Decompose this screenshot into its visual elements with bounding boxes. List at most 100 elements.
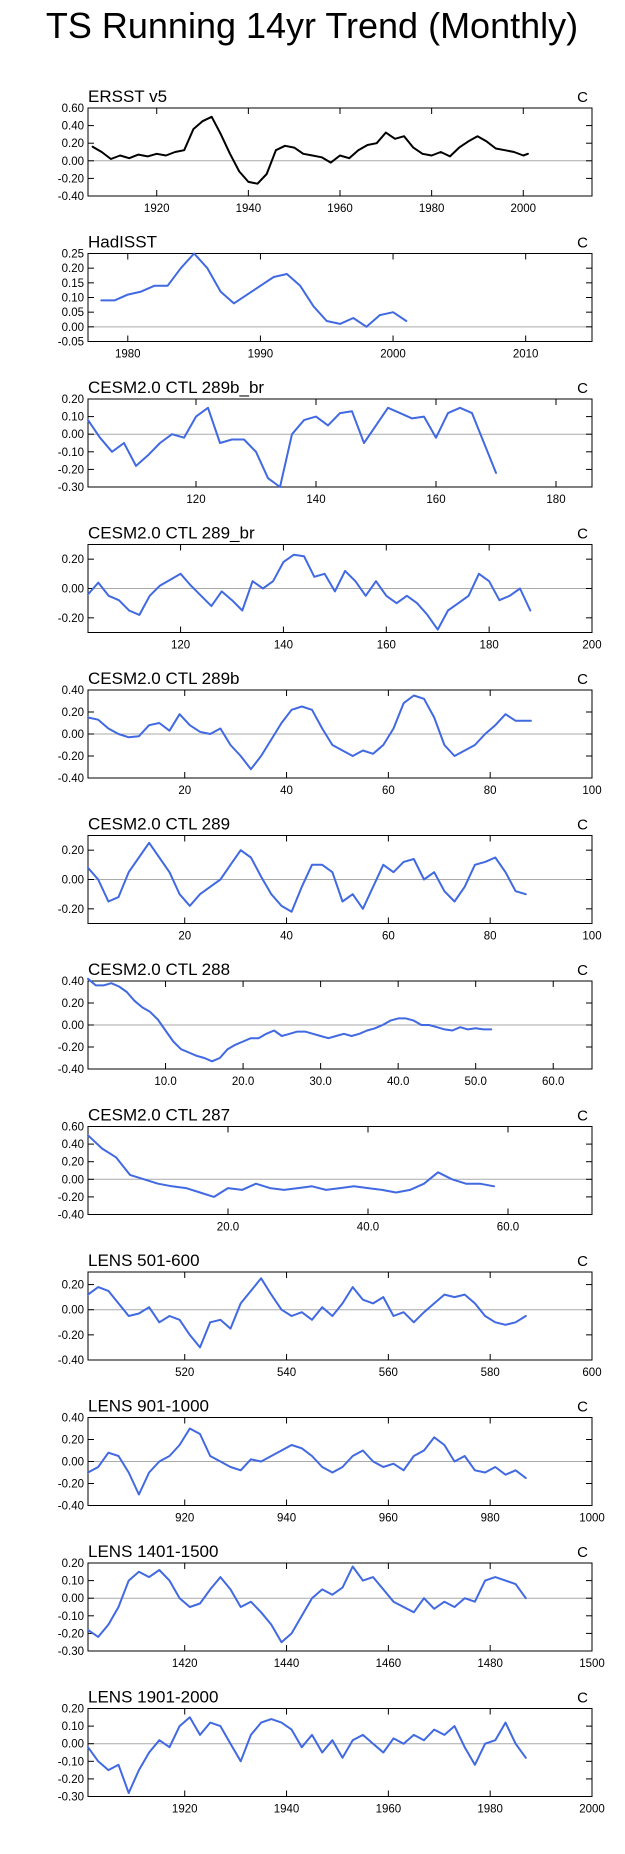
y-tick-label: -0.40	[58, 191, 84, 203]
y-tick-label: -0.40	[58, 1064, 84, 1076]
x-tick-label: 1940	[236, 203, 262, 215]
y-tick-label: 0.20	[62, 1280, 84, 1292]
x-tick-label: 540	[277, 1367, 296, 1379]
x-tick-label: 100	[582, 931, 601, 943]
series-line	[87, 694, 532, 771]
y-tick-label: 0.00	[62, 1174, 84, 1186]
x-tick-label: 30.0	[309, 1076, 331, 1088]
y-tick-label: -0.40	[58, 1210, 84, 1222]
y-tick-label: 0.20	[62, 707, 84, 719]
plot-frame	[87, 1126, 593, 1215]
y-tick-label: 0.10	[62, 1576, 84, 1588]
panel-title: LENS 1901-2000	[88, 1688, 218, 1707]
y-tick-label: -0.10	[58, 1756, 84, 1768]
x-tick-label: 40.0	[387, 1076, 409, 1088]
chart-panel: LENS 1901-2000 C -0.30 -0.20 -0.10 0.00 0.10 0.…	[58, 1688, 605, 1816]
y-tick-label: 0.00	[62, 875, 84, 887]
y-tick-label: -0.10	[58, 1611, 84, 1623]
y-tick-label: -0.20	[58, 1628, 84, 1640]
x-tick-label: 2000	[380, 349, 406, 361]
chart-panel: LENS 1401-1500 C -0.30 -0.20 -0.10 0.00 0.10 0.…	[58, 1542, 605, 1670]
x-tick-label: 960	[379, 1513, 398, 1525]
y-tick-label: 0.00	[62, 1020, 84, 1032]
x-tick-label: 60	[382, 931, 395, 943]
y-tick-label: 0.20	[62, 394, 84, 406]
y-tick-label: -0.20	[58, 173, 84, 185]
x-tick-label: 1480	[477, 1658, 503, 1670]
panel-title: LENS 901-1000	[88, 1397, 209, 1416]
series-line	[87, 841, 527, 913]
y-tick-label: 0.40	[62, 976, 84, 988]
x-tick-label: 520	[175, 1367, 194, 1379]
units-label: C	[577, 817, 588, 834]
x-tick-label: 20	[178, 931, 191, 943]
y-tick-label: 0.20	[62, 1157, 84, 1169]
x-tick-label: 1990	[248, 349, 274, 361]
series-line	[87, 1716, 527, 1794]
units-label: C	[577, 1544, 588, 1561]
series-line	[87, 1134, 495, 1198]
units-label: C	[577, 1399, 588, 1416]
panel-title: CESM2.0 CTL 288	[88, 960, 230, 979]
x-tick-label: 120	[171, 640, 190, 652]
y-tick-label: 0.00	[62, 429, 84, 441]
x-tick-label: 200	[582, 640, 601, 652]
y-tick-label: 0.00	[62, 1739, 84, 1751]
panel-title: CESM2.0 CTL 287	[88, 1106, 230, 1125]
panel-title: CESM2.0 CTL 289_br	[88, 524, 255, 543]
chart-panel: CESM2.0 CTL 289_br C -0.20 0.00 0.20 120 140 16…	[58, 524, 602, 652]
x-tick-label: 100	[582, 785, 601, 797]
x-tick-label: 2010	[513, 349, 539, 361]
y-tick-label: 0.40	[62, 685, 84, 697]
x-tick-label: 1440	[274, 1658, 300, 1670]
chart-panel: ERSST v5 C -0.40 -0.20 0.00 0.20 0.40 0.60 1920 1…	[58, 87, 593, 215]
x-tick-label: 140	[274, 640, 293, 652]
x-tick-label: 1420	[172, 1658, 198, 1670]
y-tick-label: 0.20	[62, 845, 84, 857]
panel-title: HadISST	[88, 233, 157, 252]
x-tick-label: 10.0	[154, 1076, 176, 1088]
y-tick-label: 0.00	[62, 584, 84, 596]
y-tick-label: 0.10	[62, 293, 84, 305]
x-tick-label: 580	[481, 1367, 500, 1379]
panel-title: ERSST v5	[88, 87, 167, 106]
units-label: C	[577, 380, 588, 397]
x-tick-label: 80	[484, 785, 497, 797]
x-tick-label: 2000	[579, 1804, 605, 1816]
x-tick-label: 1920	[144, 203, 170, 215]
panel-title: LENS 1401-1500	[88, 1542, 218, 1561]
x-tick-label: 1960	[327, 203, 353, 215]
x-tick-label: 2000	[510, 203, 536, 215]
x-tick-label: 50.0	[464, 1076, 486, 1088]
y-tick-label: 0.00	[62, 156, 84, 168]
plot-frame	[87, 1271, 593, 1361]
y-tick-label: -0.30	[58, 1646, 84, 1658]
y-tick-label: 0.00	[62, 1305, 84, 1317]
plot-frame	[87, 253, 593, 342]
y-tick-label: 0.25	[62, 249, 84, 261]
y-tick-label: -0.40	[58, 1355, 84, 1367]
x-tick-label: 180	[480, 640, 499, 652]
panels: ERSST v5 C -0.40 -0.20 0.00 0.20 0.40 0.60 1920 1…	[58, 87, 605, 1816]
units-label: C	[577, 1253, 588, 1270]
chart-panel: CESM2.0 CTL 287 C -0.40 -0.20 0.00 0.20 0.40 0.…	[58, 1106, 593, 1234]
panel-title: CESM2.0 CTL 289	[88, 815, 230, 834]
y-tick-label: 0.10	[62, 412, 84, 424]
y-tick-label: 0.20	[62, 1704, 84, 1716]
series-line	[87, 977, 493, 1063]
y-tick-label: 0.40	[62, 121, 84, 133]
x-tick-label: 40	[280, 785, 293, 797]
y-tick-label: 0.20	[62, 1435, 84, 1447]
y-tick-label: 0.00	[62, 322, 84, 334]
plot-frame	[87, 398, 593, 488]
x-tick-label: 1980	[115, 349, 141, 361]
y-tick-label: 0.10	[62, 1721, 84, 1733]
y-tick-label: 0.20	[62, 554, 84, 566]
y-tick-label: 0.20	[62, 138, 84, 150]
x-tick-label: 60.0	[542, 1076, 564, 1088]
y-tick-label: 0.60	[62, 103, 84, 115]
x-tick-label: 20	[178, 785, 191, 797]
y-tick-label: -0.30	[58, 482, 84, 494]
x-tick-label: 1000	[579, 1513, 605, 1525]
